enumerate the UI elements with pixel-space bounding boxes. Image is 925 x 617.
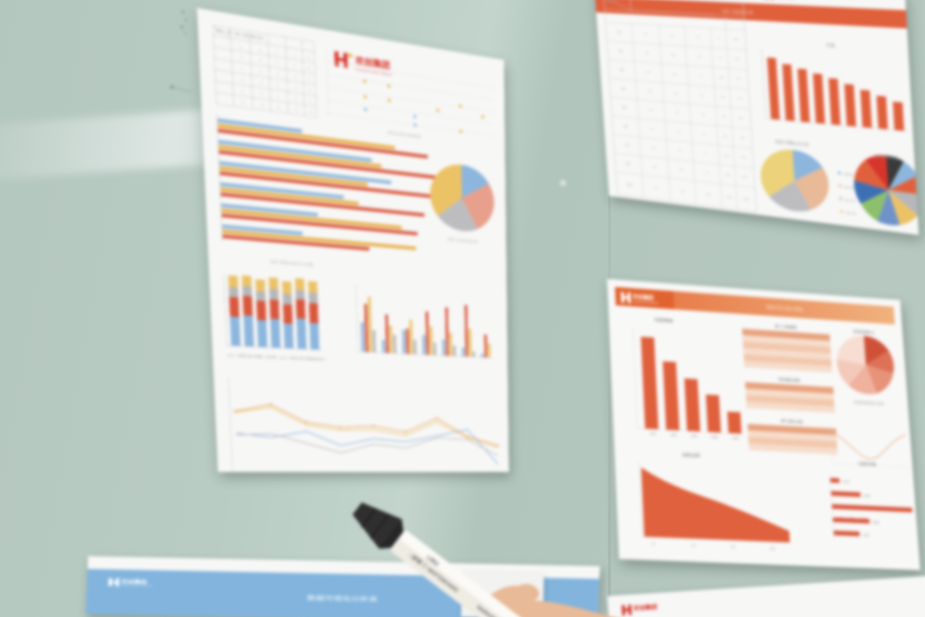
svg-text:数据可视化分析表: 数据可视化分析表 — [307, 594, 379, 603]
